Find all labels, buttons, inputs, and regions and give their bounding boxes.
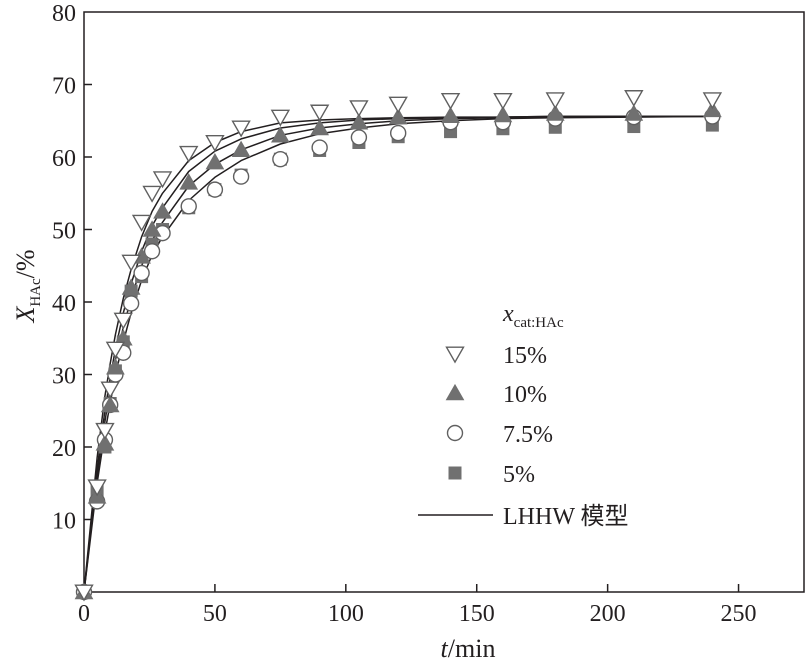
data-point — [349, 100, 369, 118]
data-point — [545, 104, 565, 121]
data-point — [131, 214, 152, 232]
data-point — [113, 329, 133, 346]
data-point — [349, 113, 369, 130]
legend-title: xcat:HAc — [502, 301, 564, 331]
legend-label: 7.5% — [503, 422, 553, 448]
data-point — [232, 168, 250, 185]
data-point — [100, 381, 120, 399]
data-point — [153, 202, 172, 219]
data-point — [545, 92, 565, 110]
data-point — [206, 181, 224, 198]
legend-item: 7.5% — [446, 422, 553, 448]
data-point — [95, 422, 115, 440]
axes — [83, 11, 805, 593]
legend: xcat:HAc 15% 10% 7.5% 5% LHHW 模型 — [418, 301, 629, 530]
legend-model-label: LHHW 模型 — [503, 503, 629, 530]
y-tick-label: 10 — [52, 509, 76, 535]
x-axis-ticks: 0 50 100 150 200 250 — [78, 584, 757, 627]
data-point — [179, 145, 199, 163]
legend-marker — [445, 383, 465, 401]
series-15pct — [74, 90, 723, 602]
data-point — [231, 120, 251, 138]
data-point — [106, 358, 125, 375]
legend-marker — [448, 466, 462, 480]
data-point — [310, 118, 329, 136]
data-point — [440, 92, 461, 110]
y-tick-label: 70 — [52, 74, 76, 100]
x-axis-label: t/min — [441, 634, 496, 661]
y-tick-label: 20 — [52, 436, 76, 462]
data-point — [702, 92, 723, 110]
y-tick-label: 50 — [52, 219, 76, 245]
data-point — [133, 264, 150, 282]
y-tick-label: 30 — [52, 364, 76, 390]
data-point — [142, 220, 162, 237]
data-point — [441, 106, 460, 123]
data-point — [703, 100, 722, 118]
x-tick-label: 50 — [203, 601, 227, 627]
x-tick-label: 250 — [721, 601, 757, 627]
data-point — [179, 173, 199, 190]
data-point — [142, 185, 162, 203]
plot-frame — [83, 11, 805, 593]
data-point — [309, 104, 330, 122]
data-point — [350, 129, 368, 146]
data-point — [493, 105, 513, 123]
data-point — [311, 139, 328, 156]
data-point — [231, 140, 251, 158]
data-point — [180, 198, 197, 215]
x-tick-label: 150 — [459, 601, 495, 627]
legend-label: 10% — [503, 382, 547, 408]
legend-item: 15% — [445, 343, 547, 369]
data-point — [624, 90, 644, 108]
data-point — [122, 295, 140, 312]
legend-marker — [446, 424, 464, 442]
y-axis-label: XHAc/% — [11, 249, 44, 323]
data-point — [121, 278, 141, 295]
data-point — [121, 254, 141, 272]
data-point — [205, 152, 225, 170]
data-point — [389, 124, 407, 142]
data-point — [74, 584, 94, 602]
legend-marker — [445, 346, 465, 364]
legend-label: 5% — [503, 462, 535, 488]
data-point — [143, 243, 161, 260]
data-point — [388, 96, 408, 114]
data-point — [272, 150, 289, 168]
data-point — [95, 434, 115, 451]
data-point — [100, 395, 120, 413]
y-tick-label: 60 — [52, 146, 76, 172]
series-10pct — [74, 100, 722, 600]
data-point — [152, 171, 173, 189]
x-tick-label: 0 — [78, 601, 90, 627]
data-point — [205, 134, 225, 152]
legend-item: 10% — [445, 382, 547, 408]
data-point — [271, 126, 290, 143]
data-point — [270, 109, 291, 127]
y-tick-label: 40 — [52, 291, 76, 317]
legend-item: 5% — [448, 462, 535, 488]
data-point — [105, 341, 126, 359]
data-point — [493, 92, 513, 110]
data-point — [113, 312, 133, 330]
x-tick-label: 200 — [590, 601, 626, 627]
y-axis-ticks: 10 20 30 40 50 60 70 80 — [52, 1, 92, 535]
data-point — [388, 108, 408, 125]
data-point — [624, 104, 644, 121]
legend-items: 15% 10% 7.5% 5% — [445, 343, 553, 488]
x-tick-label: 100 — [328, 601, 364, 627]
data-point — [87, 479, 107, 497]
y-tick-label: 80 — [52, 1, 76, 27]
data-markers — [74, 90, 723, 602]
legend-label: 15% — [503, 343, 547, 369]
